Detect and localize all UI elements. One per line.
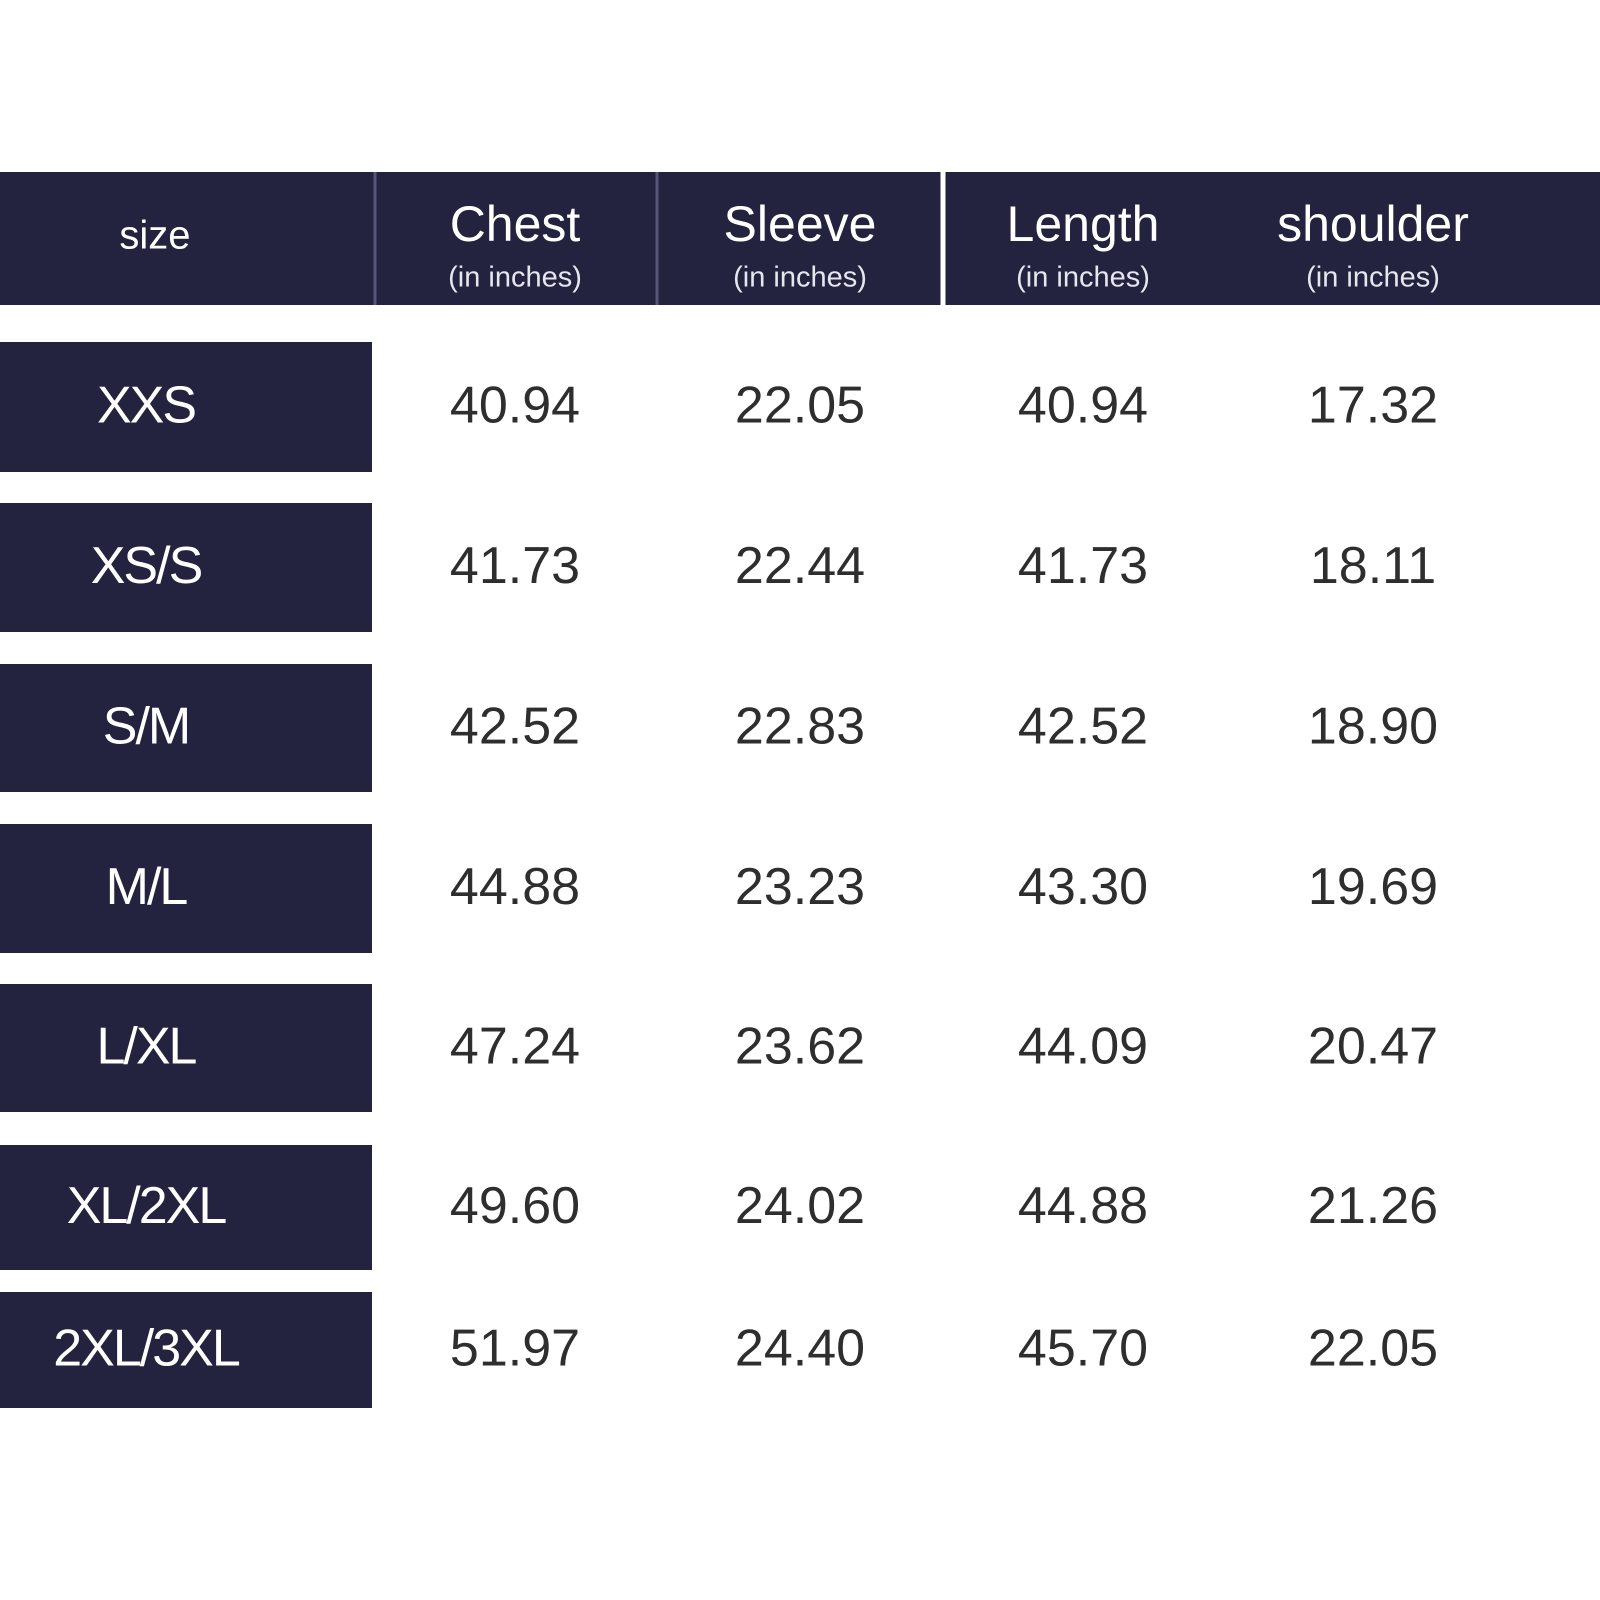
measurement: 42.52 bbox=[1018, 698, 1148, 756]
size-cell bbox=[0, 342, 372, 472]
header-bar bbox=[0, 172, 1600, 305]
size-label: XXS bbox=[97, 377, 195, 435]
measurement: 19.69 bbox=[1308, 858, 1438, 916]
size-label: XS/S bbox=[91, 537, 202, 595]
measurement: 44.88 bbox=[450, 858, 580, 916]
measurement: 18.11 bbox=[1310, 537, 1436, 595]
measurement: 17.32 bbox=[1308, 377, 1438, 435]
column-unit: (in inches) bbox=[1306, 262, 1440, 294]
measurement: 43.30 bbox=[1018, 858, 1148, 916]
measurement: 42.52 bbox=[450, 698, 580, 756]
size-label: XL/2XL bbox=[67, 1177, 227, 1235]
column-header: shoulder bbox=[1277, 196, 1469, 252]
size-cell bbox=[0, 984, 372, 1112]
measurement: 20.47 bbox=[1308, 1018, 1438, 1076]
measurement: 22.44 bbox=[735, 537, 865, 595]
size-header: size bbox=[119, 214, 190, 258]
measurement: 40.94 bbox=[450, 377, 580, 435]
measurement: 22.05 bbox=[735, 377, 865, 435]
size-cell bbox=[0, 1145, 372, 1270]
measurement: 24.02 bbox=[735, 1177, 865, 1235]
size-cell bbox=[0, 664, 372, 792]
size-label: M/L bbox=[106, 858, 188, 916]
measurement: 41.73 bbox=[450, 537, 580, 595]
measurement: 44.88 bbox=[1018, 1177, 1148, 1235]
size-cell bbox=[0, 503, 372, 632]
column-unit: (in inches) bbox=[733, 262, 867, 294]
measurement: 21.26 bbox=[1308, 1177, 1438, 1235]
measurement: 41.73 bbox=[1018, 537, 1148, 595]
measurement: 23.62 bbox=[735, 1018, 865, 1076]
size-label: 2XL/3XL bbox=[53, 1320, 240, 1378]
column-unit: (in inches) bbox=[448, 262, 582, 294]
column-header: Sleeve bbox=[724, 196, 877, 252]
measurement: 47.24 bbox=[450, 1018, 580, 1076]
size-cell bbox=[0, 1292, 372, 1408]
measurement: 18.90 bbox=[1308, 698, 1438, 756]
size-label: L/XL bbox=[97, 1018, 197, 1076]
column-unit: (in inches) bbox=[1016, 262, 1150, 294]
measurement: 44.09 bbox=[1018, 1018, 1148, 1076]
size-cell bbox=[0, 824, 372, 953]
measurement: 24.40 bbox=[735, 1320, 865, 1378]
measurement: 23.23 bbox=[735, 858, 865, 916]
column-header: Chest bbox=[450, 196, 581, 252]
column-header: Length bbox=[1007, 196, 1160, 252]
size-label: S/M bbox=[103, 698, 189, 756]
measurement: 45.70 bbox=[1018, 1320, 1148, 1378]
measurement: 51.97 bbox=[450, 1320, 580, 1378]
measurement: 49.60 bbox=[450, 1177, 580, 1235]
measurement: 40.94 bbox=[1018, 377, 1148, 435]
measurement: 22.05 bbox=[1308, 1320, 1438, 1378]
measurement: 22.83 bbox=[735, 698, 865, 756]
